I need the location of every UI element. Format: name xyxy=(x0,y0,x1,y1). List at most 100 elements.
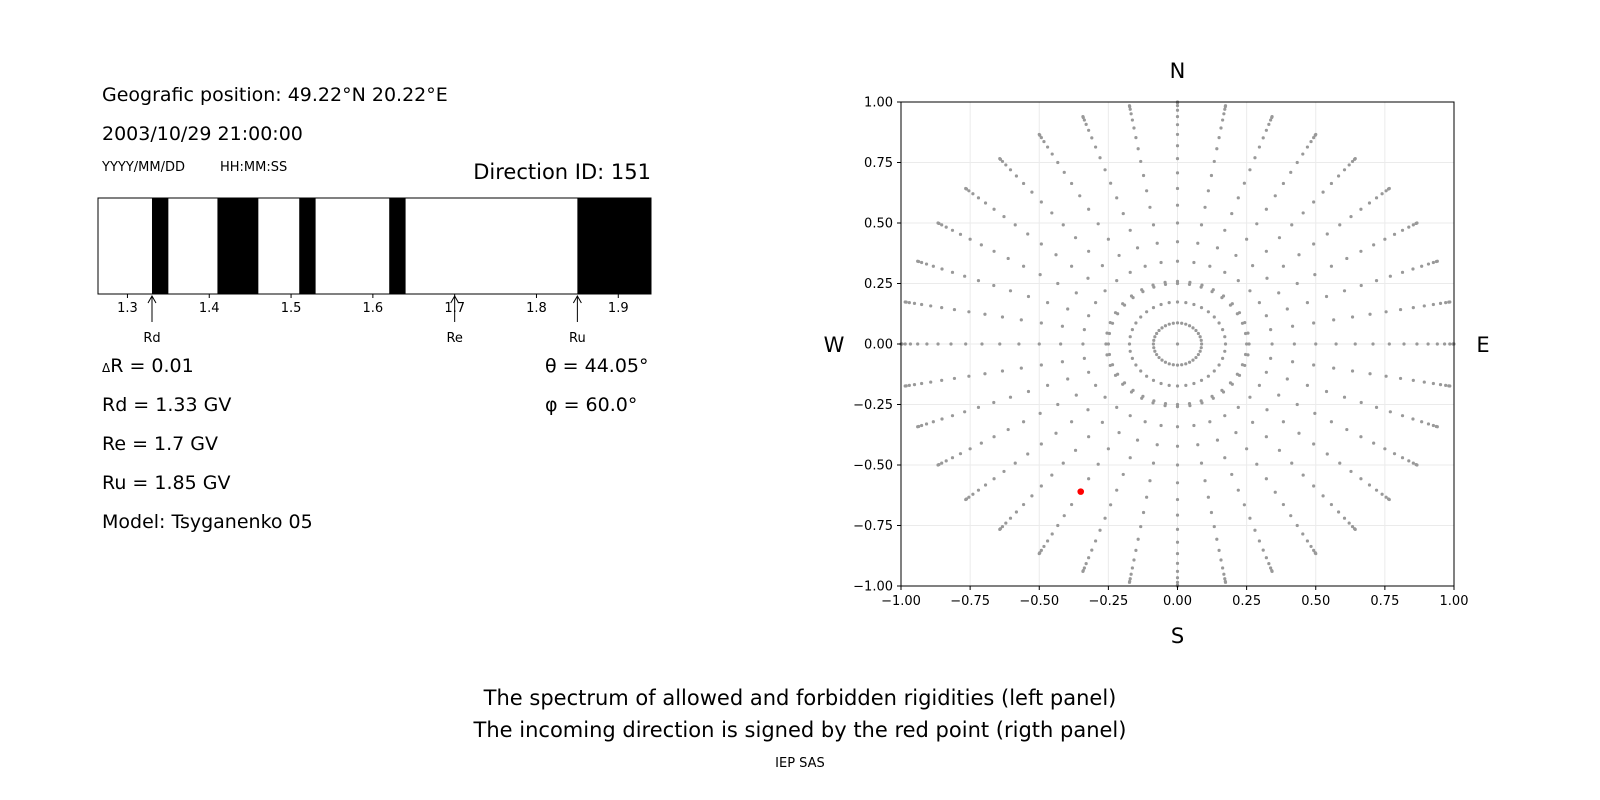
grid-point xyxy=(1050,152,1054,156)
grid-point xyxy=(1269,328,1273,332)
grid-point xyxy=(1153,335,1157,339)
date-format-label: YYYY/MM/DD xyxy=(102,160,185,175)
grid-point xyxy=(1222,112,1226,116)
grid-point xyxy=(1210,290,1214,294)
grid-point xyxy=(1312,442,1316,446)
grid-point xyxy=(992,477,996,481)
grid-point xyxy=(976,405,981,410)
grid-point xyxy=(1342,395,1347,399)
grid-point xyxy=(1257,539,1261,543)
grid-point xyxy=(1175,384,1180,388)
grid-point xyxy=(936,221,940,225)
grid-point xyxy=(920,423,924,428)
marker-arrowhead-ru xyxy=(572,294,582,304)
grid-point xyxy=(1116,312,1120,316)
grid-point xyxy=(1141,290,1145,294)
grid-point xyxy=(1415,342,1419,346)
grid-point xyxy=(1223,349,1227,353)
grid-point xyxy=(1105,331,1109,335)
grid-point xyxy=(1073,236,1078,240)
grid-point xyxy=(1069,181,1074,186)
grid-point xyxy=(1039,363,1043,367)
grid-point xyxy=(1175,527,1180,531)
grid-point xyxy=(1269,566,1273,570)
grid-point xyxy=(1008,168,1013,172)
grid-point xyxy=(1163,324,1168,328)
grid-point xyxy=(1086,276,1090,280)
grid-point xyxy=(1002,214,1006,219)
grid-point xyxy=(1223,270,1227,274)
grid-point xyxy=(1342,168,1347,172)
grid-point xyxy=(1305,539,1310,543)
grid-point xyxy=(980,342,984,346)
grid-point xyxy=(1175,203,1180,207)
grid-point xyxy=(1448,300,1452,304)
grid-point xyxy=(1273,194,1277,198)
grid-point xyxy=(1313,411,1317,416)
grid-point xyxy=(1167,362,1171,366)
grid-point xyxy=(1435,259,1439,263)
grid-point xyxy=(1131,388,1135,392)
grid-point xyxy=(1342,289,1347,293)
grid-point xyxy=(940,267,944,271)
grid-point xyxy=(1240,321,1245,325)
grid-point xyxy=(1084,122,1088,126)
grid-point xyxy=(1159,260,1163,265)
grid-point xyxy=(1426,262,1431,266)
grid-point xyxy=(1109,181,1113,185)
grid-point xyxy=(1384,189,1388,193)
grid-point xyxy=(1030,494,1034,498)
compass-west: W xyxy=(824,333,845,357)
grid-point xyxy=(1130,566,1134,570)
grid-point xyxy=(1163,401,1168,406)
grid-point xyxy=(1206,495,1210,499)
grid-point xyxy=(1212,315,1216,319)
grid-point xyxy=(1438,301,1443,306)
grid-point xyxy=(940,378,944,382)
grid-point xyxy=(936,342,940,346)
grid-point xyxy=(1090,136,1094,140)
grid-point xyxy=(1139,159,1143,164)
grid-point xyxy=(1127,342,1132,346)
grid-point xyxy=(1215,438,1220,442)
grid-point xyxy=(963,410,967,414)
grid-point xyxy=(1349,214,1353,219)
grid-point xyxy=(1184,383,1188,387)
grid-point xyxy=(1084,562,1088,566)
grid-point xyxy=(1199,306,1204,310)
grid-point xyxy=(1264,435,1268,439)
rigidity-spectrum-chart: 1.3 1.4 1.5 1.6 1.7 1.8 1.9 Rd Re Ru xyxy=(97,197,652,346)
grid-point xyxy=(1431,302,1435,307)
grid-point xyxy=(1309,544,1313,549)
grid-point xyxy=(1301,473,1305,477)
spectrum-tick-label: 1.8 xyxy=(526,301,547,316)
grid-point xyxy=(1350,315,1355,319)
grid-point xyxy=(1411,461,1415,465)
grid-point xyxy=(967,374,971,378)
grid-point xyxy=(1136,147,1140,151)
grid-point xyxy=(1180,321,1184,325)
grid-point xyxy=(1301,532,1305,536)
y-tick-label: −0.25 xyxy=(853,398,893,413)
grid-point xyxy=(1175,240,1180,244)
grid-point xyxy=(1267,562,1271,566)
grid-point xyxy=(925,342,929,346)
grid-point xyxy=(1187,360,1192,364)
direction-scatter-chart: −1.00 −0.75 −0.50 −0.25 0.00 0.25 0.50 0.75 1.00… xyxy=(824,59,1490,648)
grid-point xyxy=(1045,383,1050,387)
grid-point xyxy=(1246,331,1250,335)
grid-point xyxy=(1039,548,1043,552)
grid-point xyxy=(1155,331,1159,336)
grid-point xyxy=(1152,285,1156,289)
grid-point xyxy=(1026,452,1030,456)
grid-point xyxy=(1122,381,1127,385)
grid-point xyxy=(1160,358,1164,362)
grid-point xyxy=(1336,510,1341,514)
grid-point xyxy=(1069,502,1074,507)
grid-point xyxy=(1411,267,1415,271)
grid-point xyxy=(1136,537,1140,541)
grid-point xyxy=(1175,540,1180,544)
grid-point xyxy=(1435,425,1439,429)
grid-point xyxy=(1159,381,1163,386)
grid-point xyxy=(1210,394,1214,398)
